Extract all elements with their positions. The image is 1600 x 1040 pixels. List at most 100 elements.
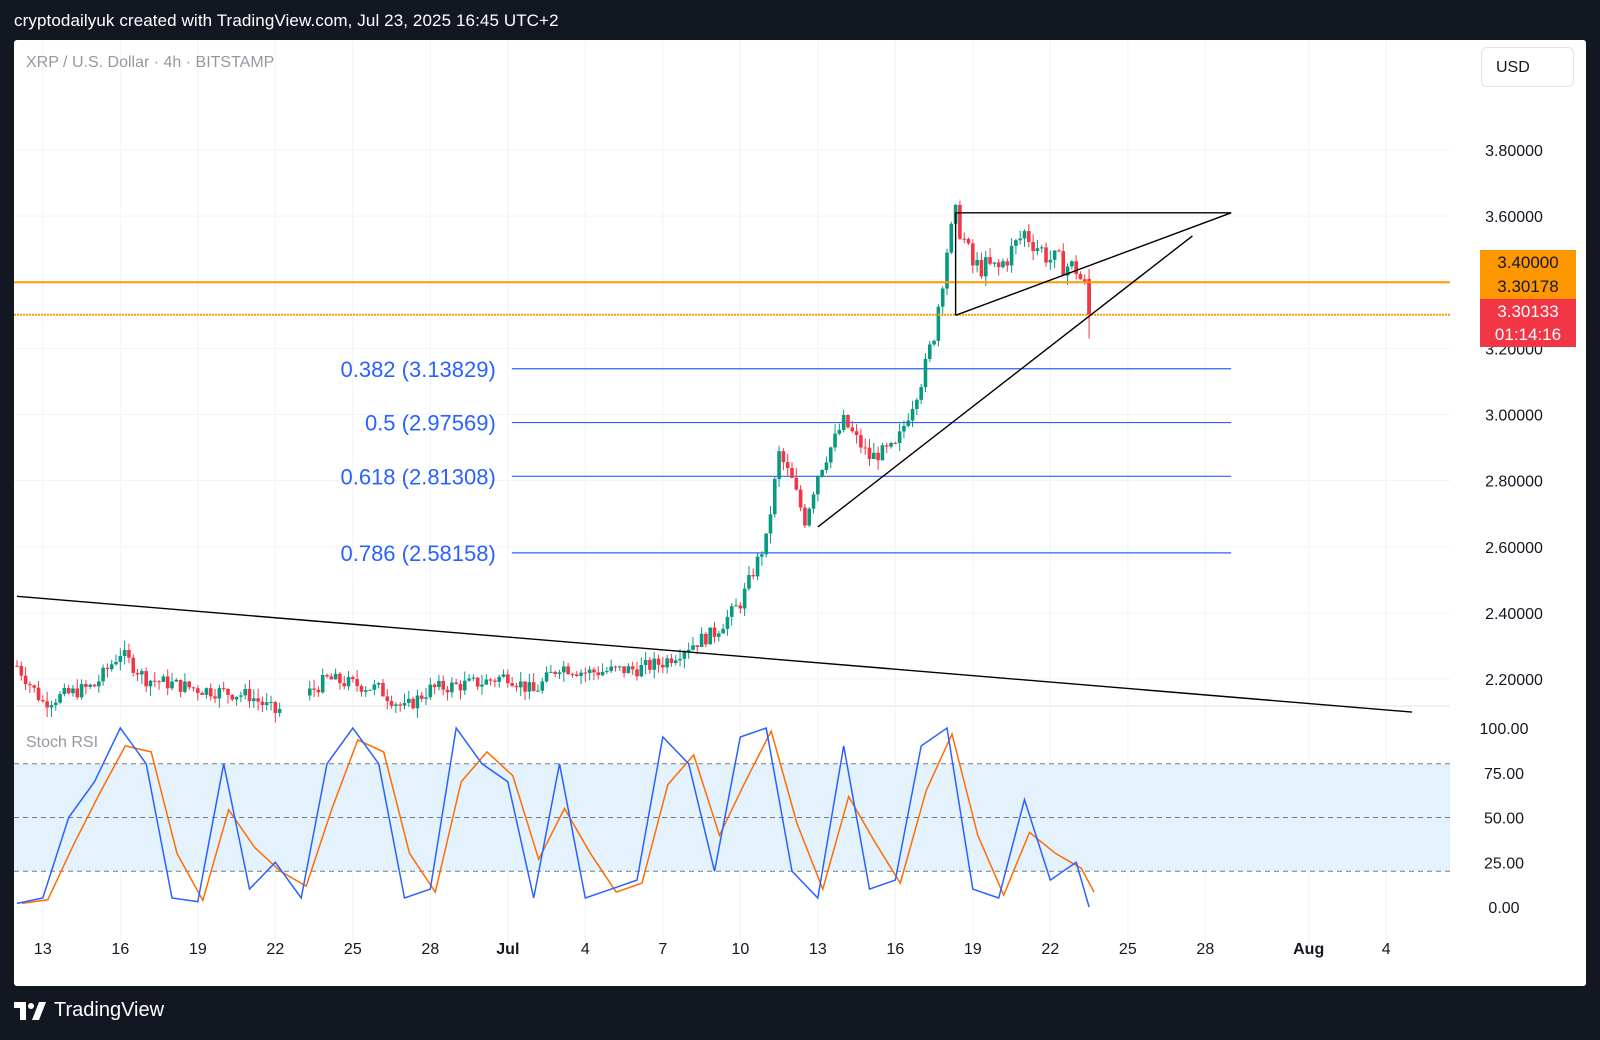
price-chart[interactable]: 2.200002.400002.600002.800003.000003.200… bbox=[14, 40, 1586, 986]
candle-body bbox=[1031, 242, 1035, 252]
candle-body bbox=[493, 680, 497, 682]
candle-body bbox=[828, 447, 833, 463]
candle-body bbox=[837, 429, 842, 434]
candle-body bbox=[1074, 261, 1078, 275]
candle-body bbox=[114, 661, 118, 665]
candle-body bbox=[867, 447, 872, 460]
time-axis-label: 13 bbox=[34, 941, 52, 958]
candle-body bbox=[454, 682, 458, 684]
tradingview-logo-icon bbox=[14, 1001, 46, 1020]
candle-body bbox=[798, 489, 803, 508]
candle-body bbox=[355, 679, 359, 687]
candle-body bbox=[1009, 245, 1014, 266]
candle-body bbox=[1014, 240, 1018, 246]
time-axis-label: 19 bbox=[964, 941, 982, 958]
candle-body bbox=[682, 652, 687, 659]
candle-body bbox=[191, 687, 196, 689]
candle-body bbox=[394, 704, 398, 706]
candle-body bbox=[140, 671, 144, 675]
time-axis-label: 13 bbox=[809, 941, 827, 958]
candle-body bbox=[376, 682, 381, 685]
candle-body bbox=[583, 672, 588, 674]
candle-body bbox=[170, 681, 174, 689]
candle-body bbox=[484, 679, 489, 685]
candle-body bbox=[949, 223, 954, 253]
candle-body bbox=[734, 605, 738, 607]
candle-body bbox=[217, 688, 222, 699]
candle-body bbox=[92, 684, 97, 687]
candle-body bbox=[932, 340, 936, 345]
candle-body bbox=[936, 306, 941, 341]
candle-body bbox=[820, 470, 824, 477]
candle-body bbox=[109, 664, 114, 670]
support-price-tag: 3.30178 bbox=[1480, 275, 1576, 299]
candle-body bbox=[704, 633, 708, 645]
candle-body bbox=[794, 477, 799, 490]
candle-body bbox=[432, 684, 437, 688]
candle-body bbox=[75, 688, 80, 698]
candle-body bbox=[127, 649, 131, 658]
symbol-label[interactable]: XRP / U.S. Dollar · 4h · BITSTAMP bbox=[26, 54, 275, 71]
candle-body bbox=[902, 425, 906, 432]
candle-body bbox=[863, 447, 867, 449]
candle-body bbox=[187, 681, 192, 688]
currency-button[interactable]: USD bbox=[1481, 47, 1574, 87]
candle-body bbox=[639, 664, 644, 677]
candle-body bbox=[462, 680, 467, 691]
candle-body bbox=[600, 671, 605, 676]
candle-body bbox=[764, 533, 768, 555]
chart-panel[interactable]: 2.20000 2.40000 2.60000 2.80000 3.00000 3.200… bbox=[14, 40, 1586, 986]
candle-body bbox=[643, 659, 648, 665]
time-axis-label: Aug bbox=[1293, 941, 1324, 958]
price-axis-background[interactable] bbox=[1450, 40, 1586, 986]
tradingview-logo[interactable]: TradingView bbox=[14, 999, 164, 1022]
candle-body bbox=[221, 688, 226, 690]
candle-body bbox=[609, 666, 613, 672]
candle-body bbox=[945, 252, 949, 289]
time-axis-label: 16 bbox=[886, 941, 904, 958]
candle-body bbox=[428, 684, 433, 698]
candle-body bbox=[781, 451, 786, 463]
trendline[interactable] bbox=[16, 595, 1413, 713]
candle-body bbox=[540, 681, 545, 691]
candle-body bbox=[131, 657, 136, 673]
stoch-rsi-label[interactable]: Stoch RSI bbox=[26, 734, 99, 751]
candle-body bbox=[897, 431, 902, 444]
candle-body bbox=[579, 672, 583, 676]
stoch-axis-label: 75.00 bbox=[1484, 766, 1524, 783]
candle-body bbox=[36, 687, 41, 701]
candle-body bbox=[979, 259, 984, 277]
candle-body bbox=[523, 681, 527, 692]
candle-body bbox=[570, 674, 575, 676]
candle-body bbox=[62, 688, 67, 695]
candle-body bbox=[630, 666, 635, 670]
candle-body bbox=[97, 681, 101, 687]
last-price-tag: 3.30133 bbox=[1480, 299, 1576, 324]
candle-body bbox=[910, 408, 915, 421]
candle-body bbox=[252, 698, 256, 702]
candle-body bbox=[772, 478, 777, 515]
candle-body bbox=[1070, 261, 1074, 267]
price-axis-label: 2.80000 bbox=[1485, 474, 1543, 491]
candle-body bbox=[135, 672, 140, 675]
candle-body bbox=[742, 588, 747, 609]
candle-body bbox=[613, 666, 618, 668]
time-axis-label: 19 bbox=[189, 941, 207, 958]
candle-body bbox=[996, 262, 1001, 268]
candle-body bbox=[751, 575, 756, 577]
candle-body bbox=[183, 681, 187, 692]
candle-body bbox=[53, 702, 58, 706]
candle-body bbox=[196, 688, 200, 693]
candle-body bbox=[105, 667, 110, 670]
candle-body bbox=[833, 433, 837, 448]
candle-body bbox=[239, 695, 243, 697]
candle-body bbox=[673, 660, 678, 664]
candle-body bbox=[635, 669, 639, 677]
time-axis-label: Jul bbox=[496, 941, 519, 958]
candle-body bbox=[992, 262, 997, 264]
trendline[interactable] bbox=[955, 212, 1232, 316]
trendline[interactable] bbox=[817, 235, 1193, 528]
countdown-tag: 01:14:16 bbox=[1480, 323, 1576, 347]
candle-body bbox=[510, 683, 514, 686]
candle-body bbox=[824, 462, 829, 471]
